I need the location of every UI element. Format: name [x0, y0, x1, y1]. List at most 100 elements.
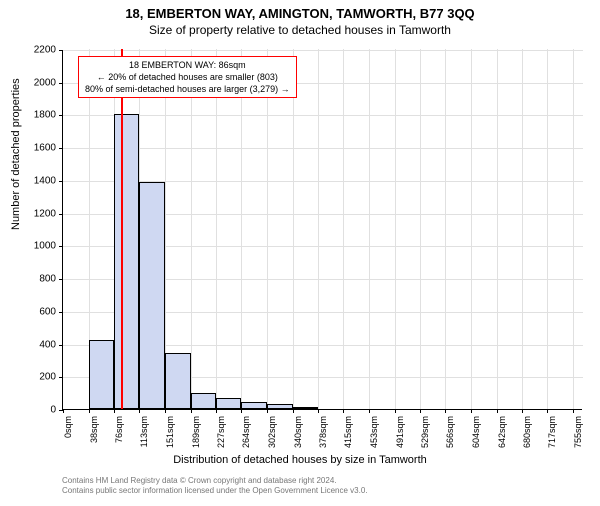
- gridline-v: [547, 49, 548, 409]
- gridline-v: [395, 49, 396, 409]
- annotation-line-2: ← 20% of detached houses are smaller (80…: [85, 71, 290, 83]
- ytick-label: 1800: [34, 110, 56, 121]
- ytick-mark: [59, 115, 63, 116]
- gridline-v: [241, 49, 242, 409]
- xtick-mark: [165, 409, 166, 413]
- xtick-mark: [343, 409, 344, 413]
- gridline-v: [420, 49, 421, 409]
- xtick-mark: [471, 409, 472, 413]
- xtick-label: 378sqm: [318, 416, 328, 448]
- annotation-box: 18 EMBERTON WAY: 86sqm ← 20% of detached…: [78, 56, 297, 98]
- y-axis-label: Number of detached properties: [10, 78, 22, 230]
- credits-line-1: Contains HM Land Registry data © Crown c…: [62, 476, 368, 486]
- ytick-label: 1600: [34, 143, 56, 154]
- gridline-h: [63, 148, 583, 149]
- plot-area: 0sqm38sqm76sqm113sqm151sqm189sqm227sqm26…: [62, 50, 582, 410]
- xtick-mark: [395, 409, 396, 413]
- xtick-label: 566sqm: [445, 416, 455, 448]
- histogram-bar: [241, 402, 267, 409]
- marker-line: [121, 49, 123, 409]
- ytick-mark: [59, 377, 63, 378]
- xtick-label: 189sqm: [191, 416, 201, 448]
- xtick-label: 340sqm: [293, 416, 303, 448]
- xtick-label: 680sqm: [522, 416, 532, 448]
- gridline-v: [573, 49, 574, 409]
- xtick-mark: [63, 409, 64, 413]
- ytick-mark: [59, 246, 63, 247]
- xtick-label: 113sqm: [139, 416, 149, 447]
- xtick-label: 227sqm: [216, 416, 226, 448]
- xtick-mark: [216, 409, 217, 413]
- xtick-mark: [293, 409, 294, 413]
- x-axis-label: Distribution of detached houses by size …: [0, 454, 600, 466]
- xtick-mark: [89, 409, 90, 413]
- gridline-v: [293, 49, 294, 409]
- ytick-label: 1000: [34, 241, 56, 252]
- ytick-mark: [59, 279, 63, 280]
- gridline-v: [191, 49, 192, 409]
- chart-area: 0sqm38sqm76sqm113sqm151sqm189sqm227sqm26…: [62, 50, 582, 410]
- annotation-line-1: 18 EMBERTON WAY: 86sqm: [85, 59, 290, 71]
- histogram-bar: [114, 114, 139, 409]
- ytick-mark: [59, 312, 63, 313]
- gridline-v: [216, 49, 217, 409]
- credits: Contains HM Land Registry data © Crown c…: [62, 476, 368, 495]
- gridline-v: [522, 49, 523, 409]
- xtick-label: 604sqm: [471, 416, 481, 448]
- gridline-v: [369, 49, 370, 409]
- ytick-label: 800: [39, 274, 56, 285]
- gridline-h: [63, 50, 583, 51]
- xtick-label: 0sqm: [63, 416, 73, 438]
- gridline-v: [343, 49, 344, 409]
- histogram-bar: [139, 182, 165, 409]
- gridline-v: [445, 49, 446, 409]
- xtick-mark: [547, 409, 548, 413]
- chart-title: 18, EMBERTON WAY, AMINGTON, TAMWORTH, B7…: [0, 6, 600, 21]
- histogram-bar: [89, 340, 115, 409]
- histogram-bar: [293, 407, 319, 409]
- gridline-v: [497, 49, 498, 409]
- credits-line-2: Contains public sector information licen…: [62, 486, 368, 496]
- histogram-bar: [216, 398, 241, 409]
- ytick-mark: [59, 345, 63, 346]
- xtick-label: 264sqm: [241, 416, 251, 448]
- ytick-label: 0: [50, 405, 56, 416]
- ytick-label: 400: [39, 339, 56, 350]
- xtick-mark: [267, 409, 268, 413]
- chart-subtitle: Size of property relative to detached ho…: [0, 23, 600, 37]
- xtick-label: 453sqm: [369, 416, 379, 448]
- xtick-label: 529sqm: [420, 416, 430, 448]
- xtick-label: 302sqm: [267, 416, 277, 448]
- xtick-mark: [191, 409, 192, 413]
- gridline-v: [318, 49, 319, 409]
- xtick-mark: [241, 409, 242, 413]
- histogram-bar: [267, 404, 293, 409]
- gridline-h: [63, 115, 583, 116]
- xtick-mark: [573, 409, 574, 413]
- xtick-mark: [420, 409, 421, 413]
- gridline-v: [267, 49, 268, 409]
- xtick-mark: [139, 409, 140, 413]
- ytick-label: 1200: [34, 208, 56, 219]
- xtick-mark: [522, 409, 523, 413]
- xtick-label: 38sqm: [89, 416, 99, 443]
- ytick-mark: [59, 181, 63, 182]
- xtick-label: 717sqm: [547, 416, 557, 448]
- ytick-mark: [59, 214, 63, 215]
- ytick-label: 600: [39, 306, 56, 317]
- histogram-bar: [191, 393, 217, 409]
- ytick-label: 2200: [34, 45, 56, 56]
- xtick-label: 76sqm: [114, 416, 124, 443]
- histogram-bar: [165, 353, 191, 409]
- xtick-label: 151sqm: [165, 416, 175, 448]
- annotation-line-3: 80% of semi-detached houses are larger (…: [85, 83, 290, 95]
- xtick-label: 642sqm: [497, 416, 507, 448]
- xtick-mark: [497, 409, 498, 413]
- xtick-mark: [114, 409, 115, 413]
- xtick-label: 415sqm: [343, 416, 353, 448]
- ytick-mark: [59, 148, 63, 149]
- xtick-mark: [318, 409, 319, 413]
- ytick-mark: [59, 50, 63, 51]
- gridline-v: [471, 49, 472, 409]
- ytick-mark: [59, 83, 63, 84]
